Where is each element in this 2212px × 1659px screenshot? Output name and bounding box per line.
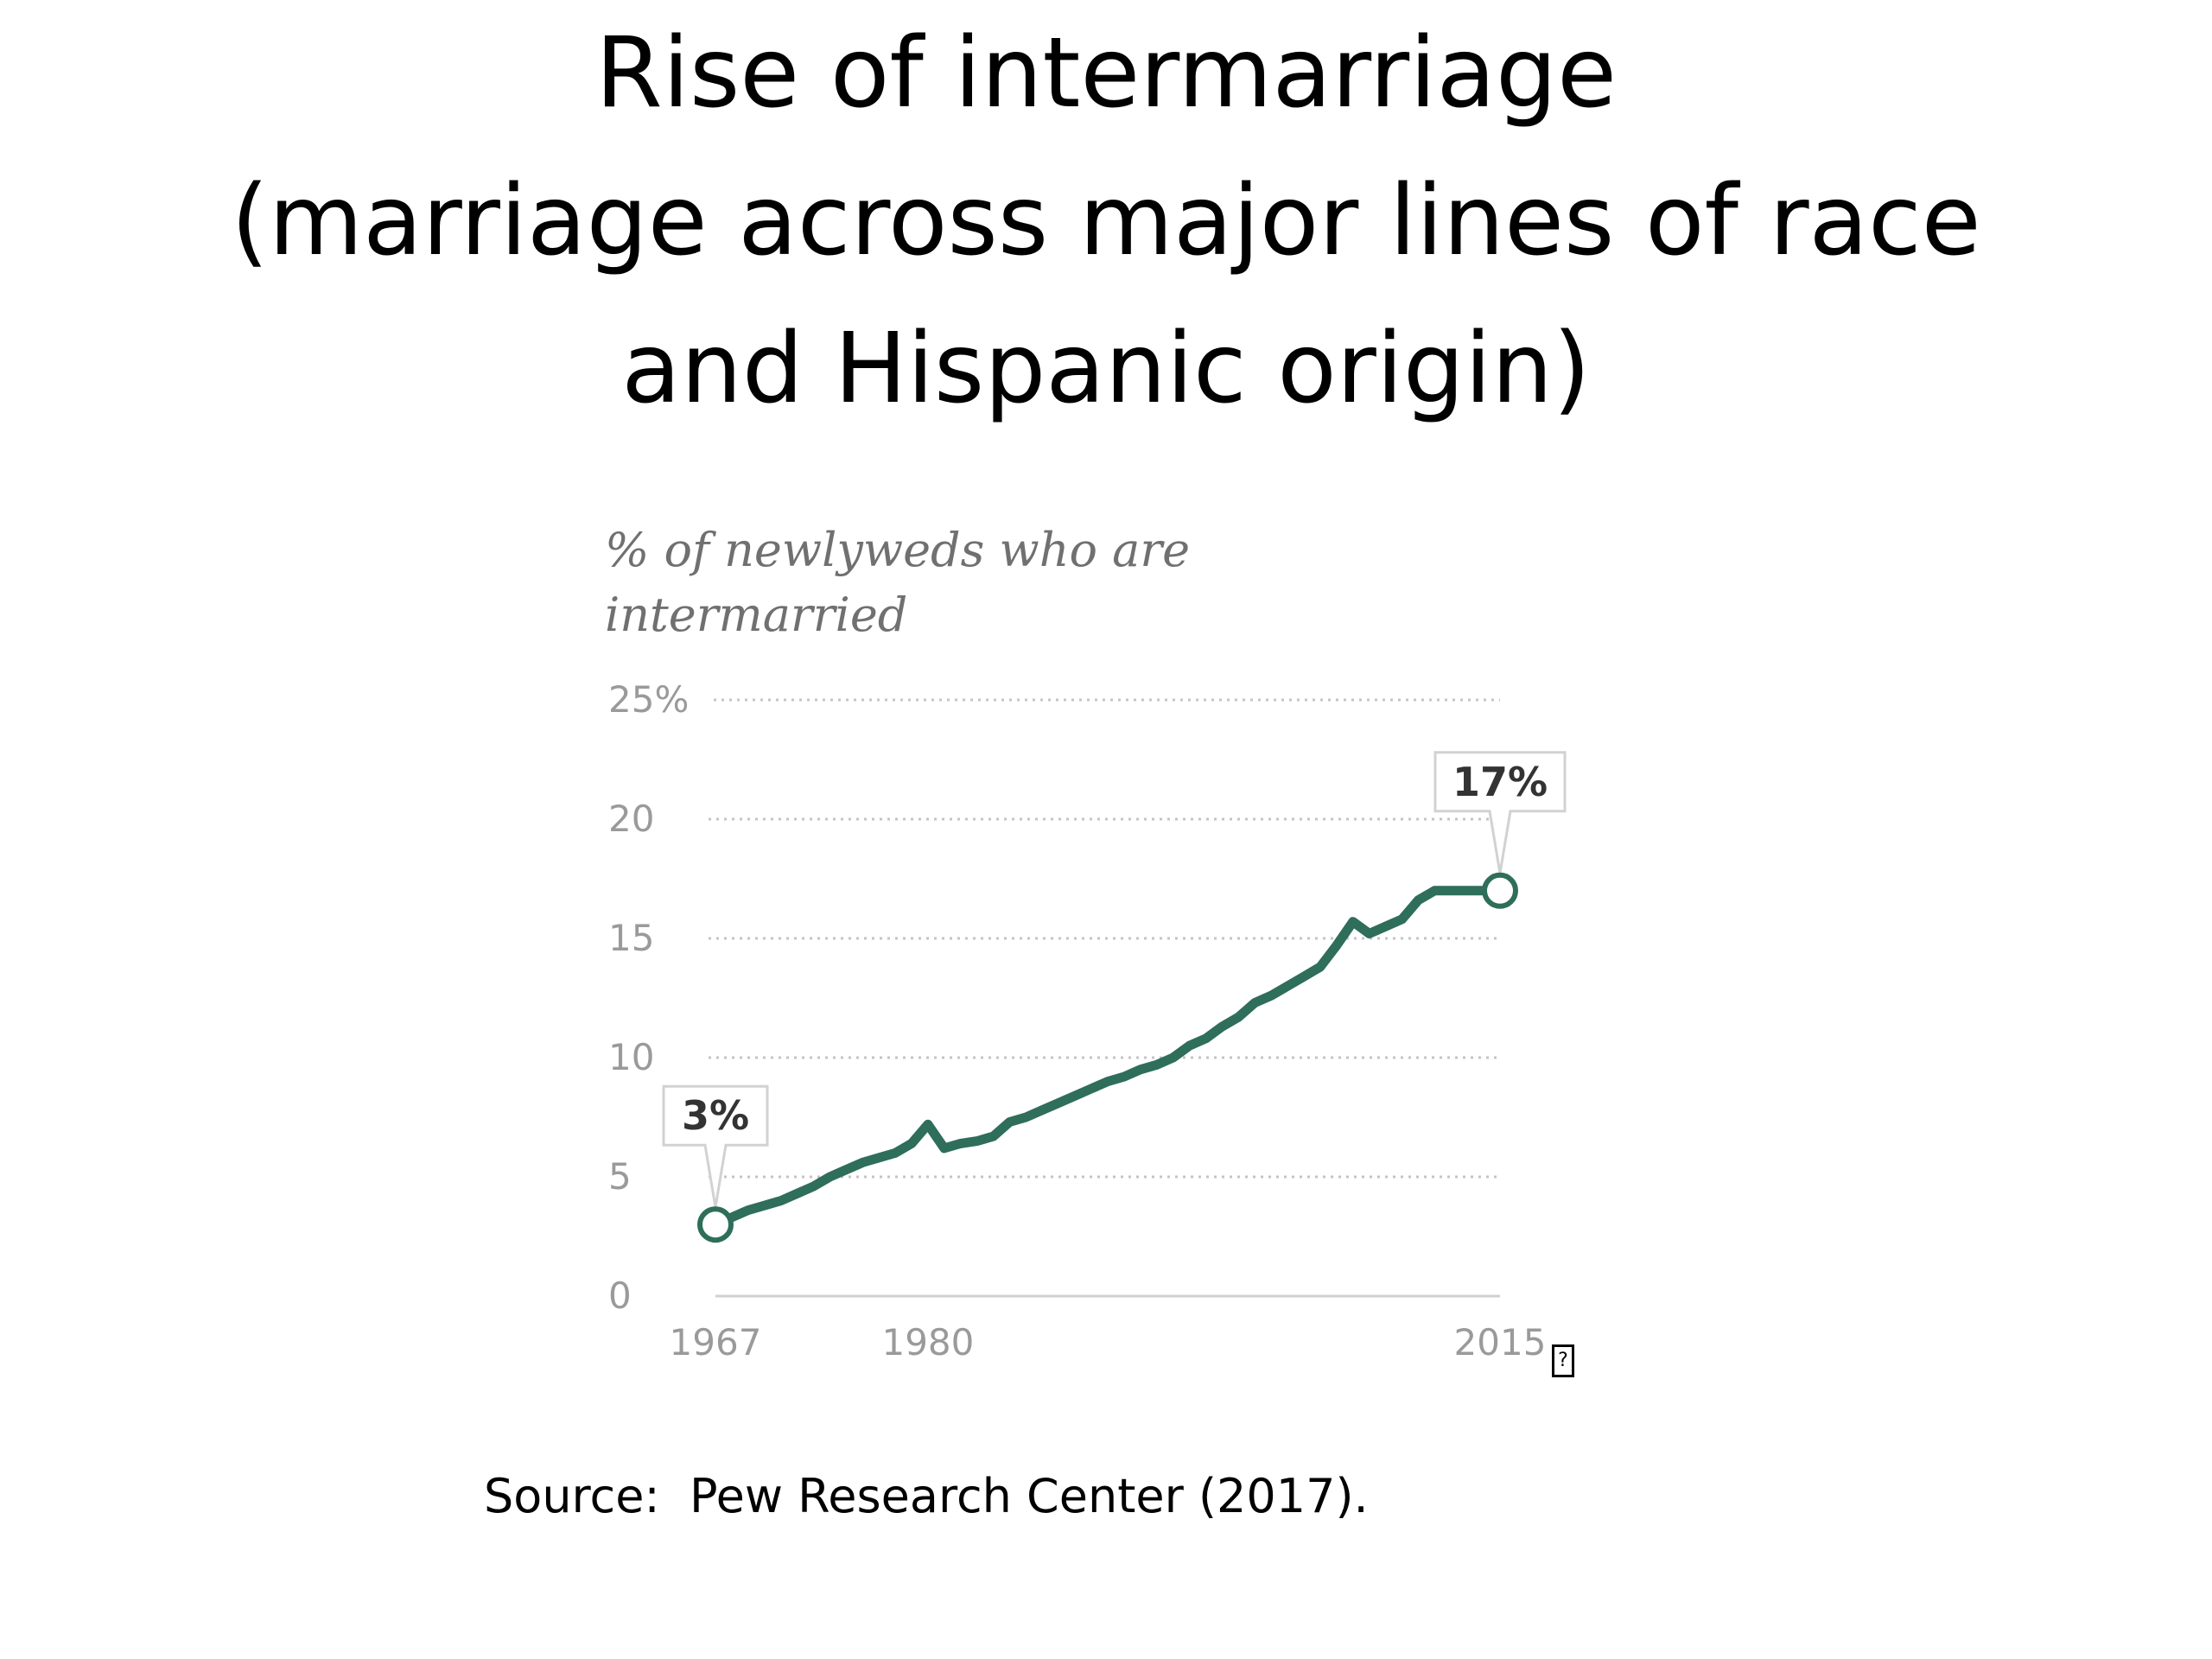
y-tick-label: 20 <box>608 798 654 840</box>
chart-subtitle-line-1: % of newlyweds who are <box>605 523 1190 577</box>
missing-image-icon: ? <box>1552 1344 1574 1377</box>
start-point-marker <box>697 1206 734 1243</box>
x-tick-label: 2015 <box>1454 1321 1547 1363</box>
chart-subtitle-line-2: intermarried <box>605 588 907 642</box>
source-note: Source: Pew Research Center (2017). <box>484 1469 1369 1523</box>
y-tick-label: 10 <box>608 1036 654 1078</box>
gridlines <box>709 698 1500 1298</box>
callout-label: 3% <box>682 1092 749 1139</box>
series-layer <box>710 886 1505 1230</box>
x-tick-label: 1967 <box>670 1321 762 1363</box>
callouts: 3% 17% <box>662 751 1567 1243</box>
callout-box <box>662 1084 769 1208</box>
slide-title-line-2: (marriage across major lines of race <box>231 165 1981 277</box>
slide-title: Rise of intermarriage (marriage across m… <box>0 0 2212 443</box>
x-tick-label: 1980 <box>881 1321 974 1363</box>
y-tick-label: 25% <box>608 678 689 721</box>
y-tick-label: 5 <box>608 1155 632 1198</box>
callout-box <box>1433 751 1567 874</box>
slide-title-line-3: and Hispanic origin) <box>621 313 1591 425</box>
end-point-marker <box>1482 872 1518 909</box>
y-tick-label: 0 <box>608 1274 632 1317</box>
x-axis-ticks: 1967 1980 2015 <box>670 1321 1547 1363</box>
y-axis-ticks: 0 5 10 15 20 25% <box>608 678 689 1317</box>
y-tick-label: 15 <box>608 917 654 959</box>
series-line <box>710 886 1505 1230</box>
slide-title-line-1: Rise of intermarriage <box>595 17 1617 130</box>
callout-label: 17% <box>1452 759 1548 805</box>
